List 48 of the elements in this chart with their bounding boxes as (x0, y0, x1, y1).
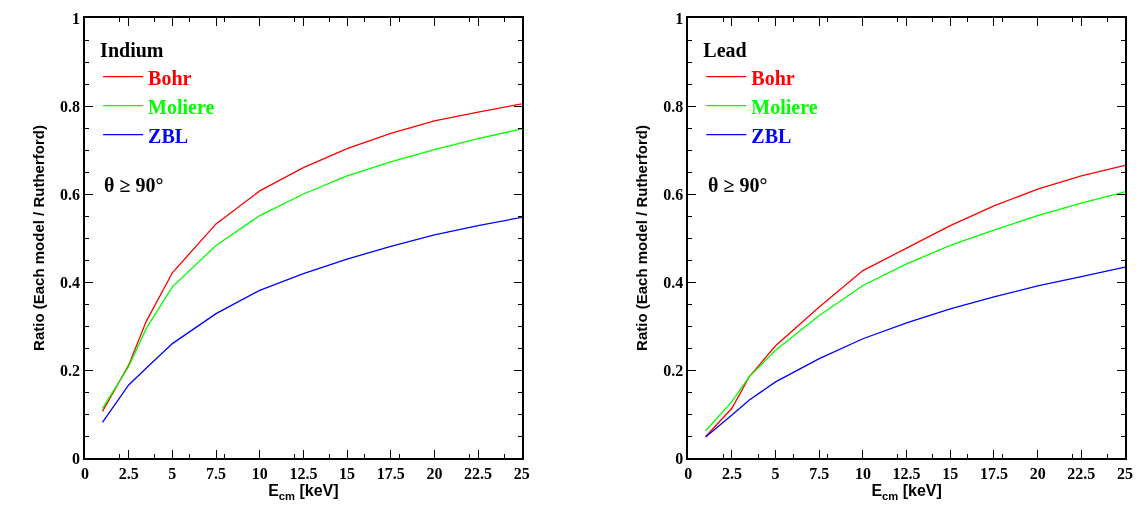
y-tick-label: 0.6 (663, 185, 684, 203)
x-axis-title: E$_{cm}$ [keV] (871, 482, 942, 502)
x-tick-label: 2.5 (721, 464, 742, 482)
x-tick-label: 25 (513, 464, 530, 482)
y-tick-label: 1 (675, 9, 684, 27)
legend-title: Lead (703, 39, 747, 62)
legend-label: Bohr (148, 66, 192, 89)
y-tick-label: 0.2 (663, 361, 684, 379)
x-tick-label: 7.5 (809, 464, 830, 482)
y-tick-label: 0.2 (60, 361, 81, 379)
legend-label: Moliere (751, 95, 818, 118)
x-tick-label: 25 (1117, 464, 1133, 482)
y-tick-label: 0.8 (60, 97, 81, 115)
x-tick-label: 5 (168, 464, 177, 482)
y-tick-label: 0.4 (663, 273, 684, 291)
y-tick-label: 0 (675, 449, 684, 467)
x-tick-label: 20 (426, 464, 443, 482)
x-tick-label: 22.5 (464, 464, 493, 482)
x-tick-label: 2.5 (118, 464, 139, 482)
x-tick-label: 22.5 (1067, 464, 1096, 482)
legend-label: ZBL (751, 124, 792, 147)
line-series (101, 216, 522, 424)
y-tick-label: 0.8 (663, 97, 684, 115)
x-tick-label: 12.5 (289, 464, 318, 482)
x-tick-label: 15 (942, 464, 959, 482)
y-tick-label: 0.4 (60, 273, 81, 291)
y-tick-label: 1 (72, 9, 81, 27)
line-series (705, 266, 1125, 438)
x-tick-label: 12.5 (892, 464, 921, 482)
x-tick-label: 15 (339, 464, 356, 482)
x-tick-label: 17.5 (979, 464, 1008, 482)
y-axis-title: Ratio (Each model / Rutherford) (29, 125, 47, 351)
x-tick-label: 17.5 (376, 464, 405, 482)
annotation: θ ≥ 90° (104, 174, 164, 196)
y-axis-title: Ratio (Each model / Rutherford) (633, 125, 650, 351)
x-axis-title: E$_{cm}$ [keV] (268, 482, 339, 502)
y-tick-label: 0 (72, 449, 81, 467)
x-tick-label: 7.5 (206, 464, 227, 482)
x-tick-label: 10 (854, 464, 871, 482)
legend-label: ZBL (148, 124, 189, 147)
x-tick-label: 5 (771, 464, 780, 482)
x-tick-label: 10 (251, 464, 268, 482)
legend-label: Bohr (751, 66, 795, 89)
y-tick-label: 0.6 (60, 185, 81, 203)
legend-title: Indium (100, 39, 164, 62)
legend-label: Moliere (148, 95, 215, 118)
annotation: θ ≥ 90° (708, 174, 768, 196)
x-tick-label: 20 (1029, 464, 1046, 482)
